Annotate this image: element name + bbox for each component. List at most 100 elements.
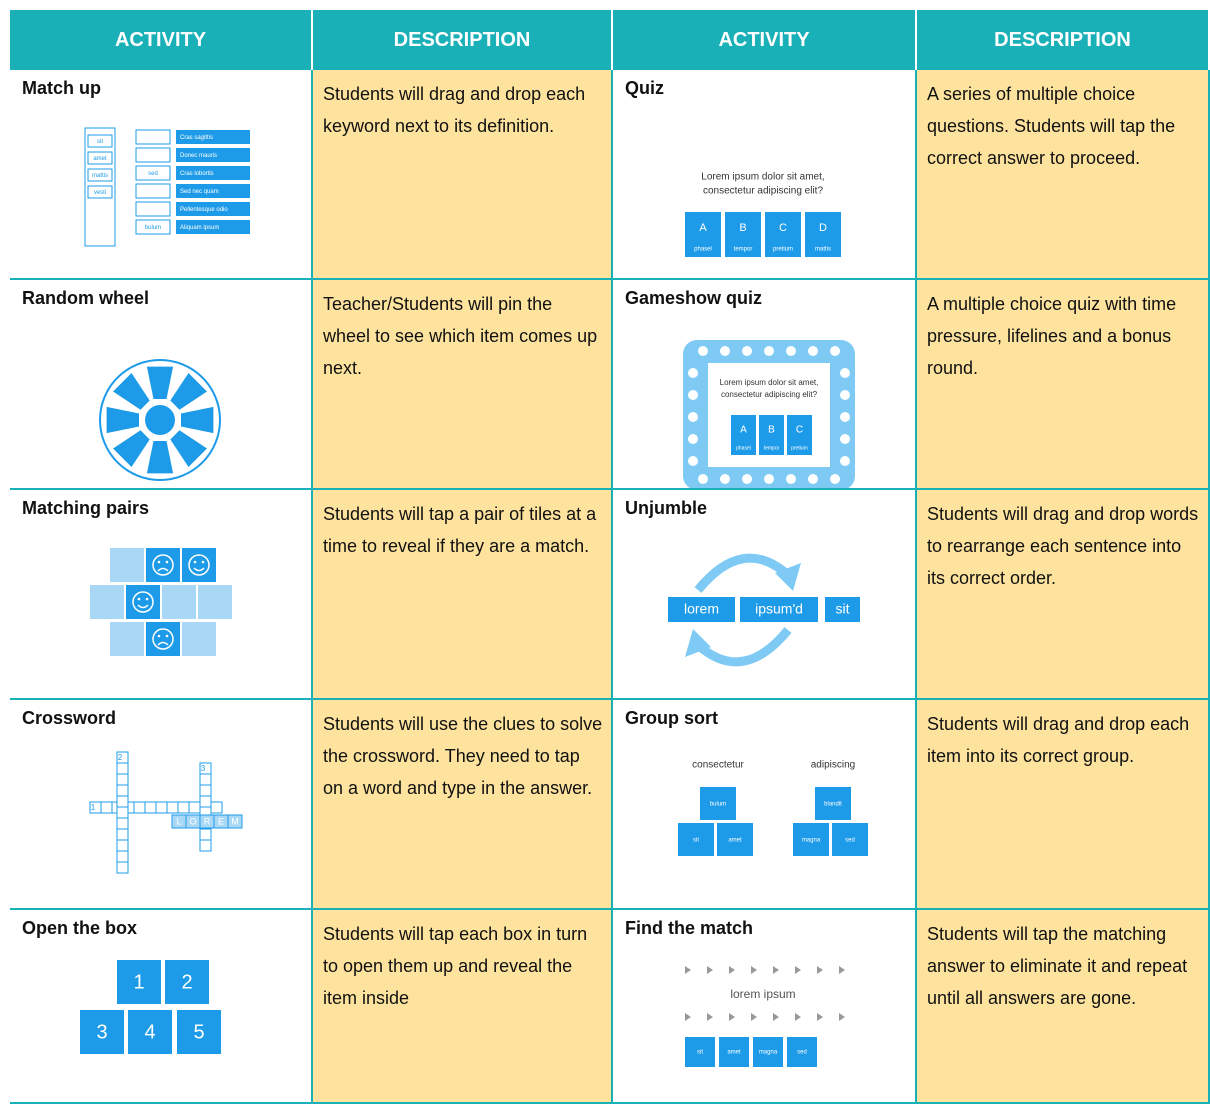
shape: [87, 134, 113, 148]
art-label: C: [779, 222, 787, 234]
activity-illustration: 1 2 3 L O R E M: [89, 751, 243, 874]
description-cell: Students will use the clues to solve the…: [313, 700, 613, 910]
pointer: [773, 1013, 779, 1021]
light: [840, 368, 850, 378]
shape: [176, 148, 250, 162]
art-label: Sed nec quam: [180, 189, 219, 195]
eye: [165, 560, 169, 564]
shape: [753, 1037, 783, 1067]
pointer: [751, 966, 757, 974]
art-label: pretium: [791, 445, 808, 451]
pointer: [751, 1013, 757, 1021]
art-label: sit: [97, 139, 103, 145]
shape: [177, 801, 190, 814]
art-label: adipiscing: [811, 760, 855, 771]
art-label: lorem ipsum: [730, 987, 795, 1001]
shape: [84, 127, 116, 247]
art-label: pretium: [773, 247, 793, 253]
shape: [740, 597, 818, 622]
shape: [685, 212, 721, 257]
light: [764, 474, 774, 484]
shape: [110, 622, 144, 656]
shape: [765, 212, 801, 257]
description-text: Students will drag and drop each item in…: [927, 714, 1190, 766]
shape: [135, 219, 171, 235]
activity-illustration: Lorem ipsum dolor sit amet, consectetur a…: [683, 340, 855, 488]
art-label: amet: [93, 156, 107, 162]
activity-cell: Match up sit amet mattis vesti Cras sagittis D…: [10, 70, 313, 280]
shape: [685, 1037, 715, 1067]
shape: [176, 220, 250, 234]
light: [720, 474, 730, 484]
eye: [137, 597, 141, 601]
art-label: A: [699, 222, 707, 234]
description-cell: Students will drag and drop each keyword…: [313, 70, 613, 280]
art-label: M: [231, 816, 239, 826]
art-label: Lorem ipsum dolor sit amet,: [720, 378, 819, 387]
shape: [188, 801, 201, 814]
light: [786, 474, 796, 484]
activity-cell: Find the match lorem ipsum sit amet magna sed: [613, 910, 917, 1104]
shape: [198, 585, 232, 619]
shape: [116, 850, 129, 863]
activity-illustration: [99, 359, 221, 481]
activity-title: Random wheel: [22, 288, 150, 308]
art-label: consectetur adipiscing elit?: [721, 390, 818, 399]
art-label: sit: [836, 601, 850, 617]
art-label: 1: [91, 803, 96, 812]
shape: [759, 415, 784, 455]
art-label: E: [218, 816, 224, 826]
art-label: sit: [697, 1050, 703, 1056]
activity-title: Crossword: [22, 708, 117, 728]
art-label: magna: [802, 838, 821, 844]
face: [188, 554, 210, 576]
arrow: [694, 553, 791, 593]
light: [840, 456, 850, 466]
face: [132, 591, 154, 613]
art-label: 3: [96, 1021, 107, 1043]
shape: [116, 784, 129, 797]
wheel-segment: [181, 406, 214, 434]
shape: [166, 801, 179, 814]
art-label: A: [740, 425, 747, 436]
art-label: Pellentesque odio: [180, 207, 228, 213]
eye: [201, 560, 205, 564]
light: [742, 474, 752, 484]
arrow-head: [685, 629, 711, 657]
art-label: 3: [201, 764, 206, 773]
pointer: [707, 966, 713, 974]
shape: [162, 585, 196, 619]
shape: [176, 130, 250, 144]
shape: [717, 823, 753, 856]
activity-illustration: lorem ipsum'd sit: [668, 553, 860, 667]
description-cell: Students will tap the matching answer to…: [917, 910, 1210, 1104]
description-text: Teacher/Students will pin the wheel to s…: [323, 294, 598, 378]
shape: [146, 548, 180, 582]
wheel-segment: [113, 373, 150, 410]
art-label: tempor: [734, 247, 753, 253]
shape: [787, 415, 812, 455]
shape: [90, 585, 124, 619]
pointer: [817, 1013, 823, 1021]
shape: [177, 1010, 221, 1054]
shape: [135, 129, 171, 145]
art-label: Aliquam ipsum: [180, 225, 219, 231]
pointer: [729, 966, 735, 974]
light: [830, 346, 840, 356]
light: [840, 412, 850, 422]
shape: [133, 801, 146, 814]
activity-illustration: [90, 548, 232, 656]
shape: [176, 166, 250, 180]
shape: [87, 151, 113, 165]
wheel-segment: [170, 373, 207, 410]
column-header: ACTIVITY: [10, 10, 313, 70]
mouth: [157, 567, 169, 572]
pointer: [795, 966, 801, 974]
art-label: amet: [727, 1050, 741, 1056]
light: [808, 474, 818, 484]
wheel-segment: [146, 441, 174, 474]
light: [786, 346, 796, 356]
face: [152, 628, 174, 650]
art-label: sed: [797, 1050, 807, 1056]
art-label: Cras lobortis: [180, 171, 214, 177]
